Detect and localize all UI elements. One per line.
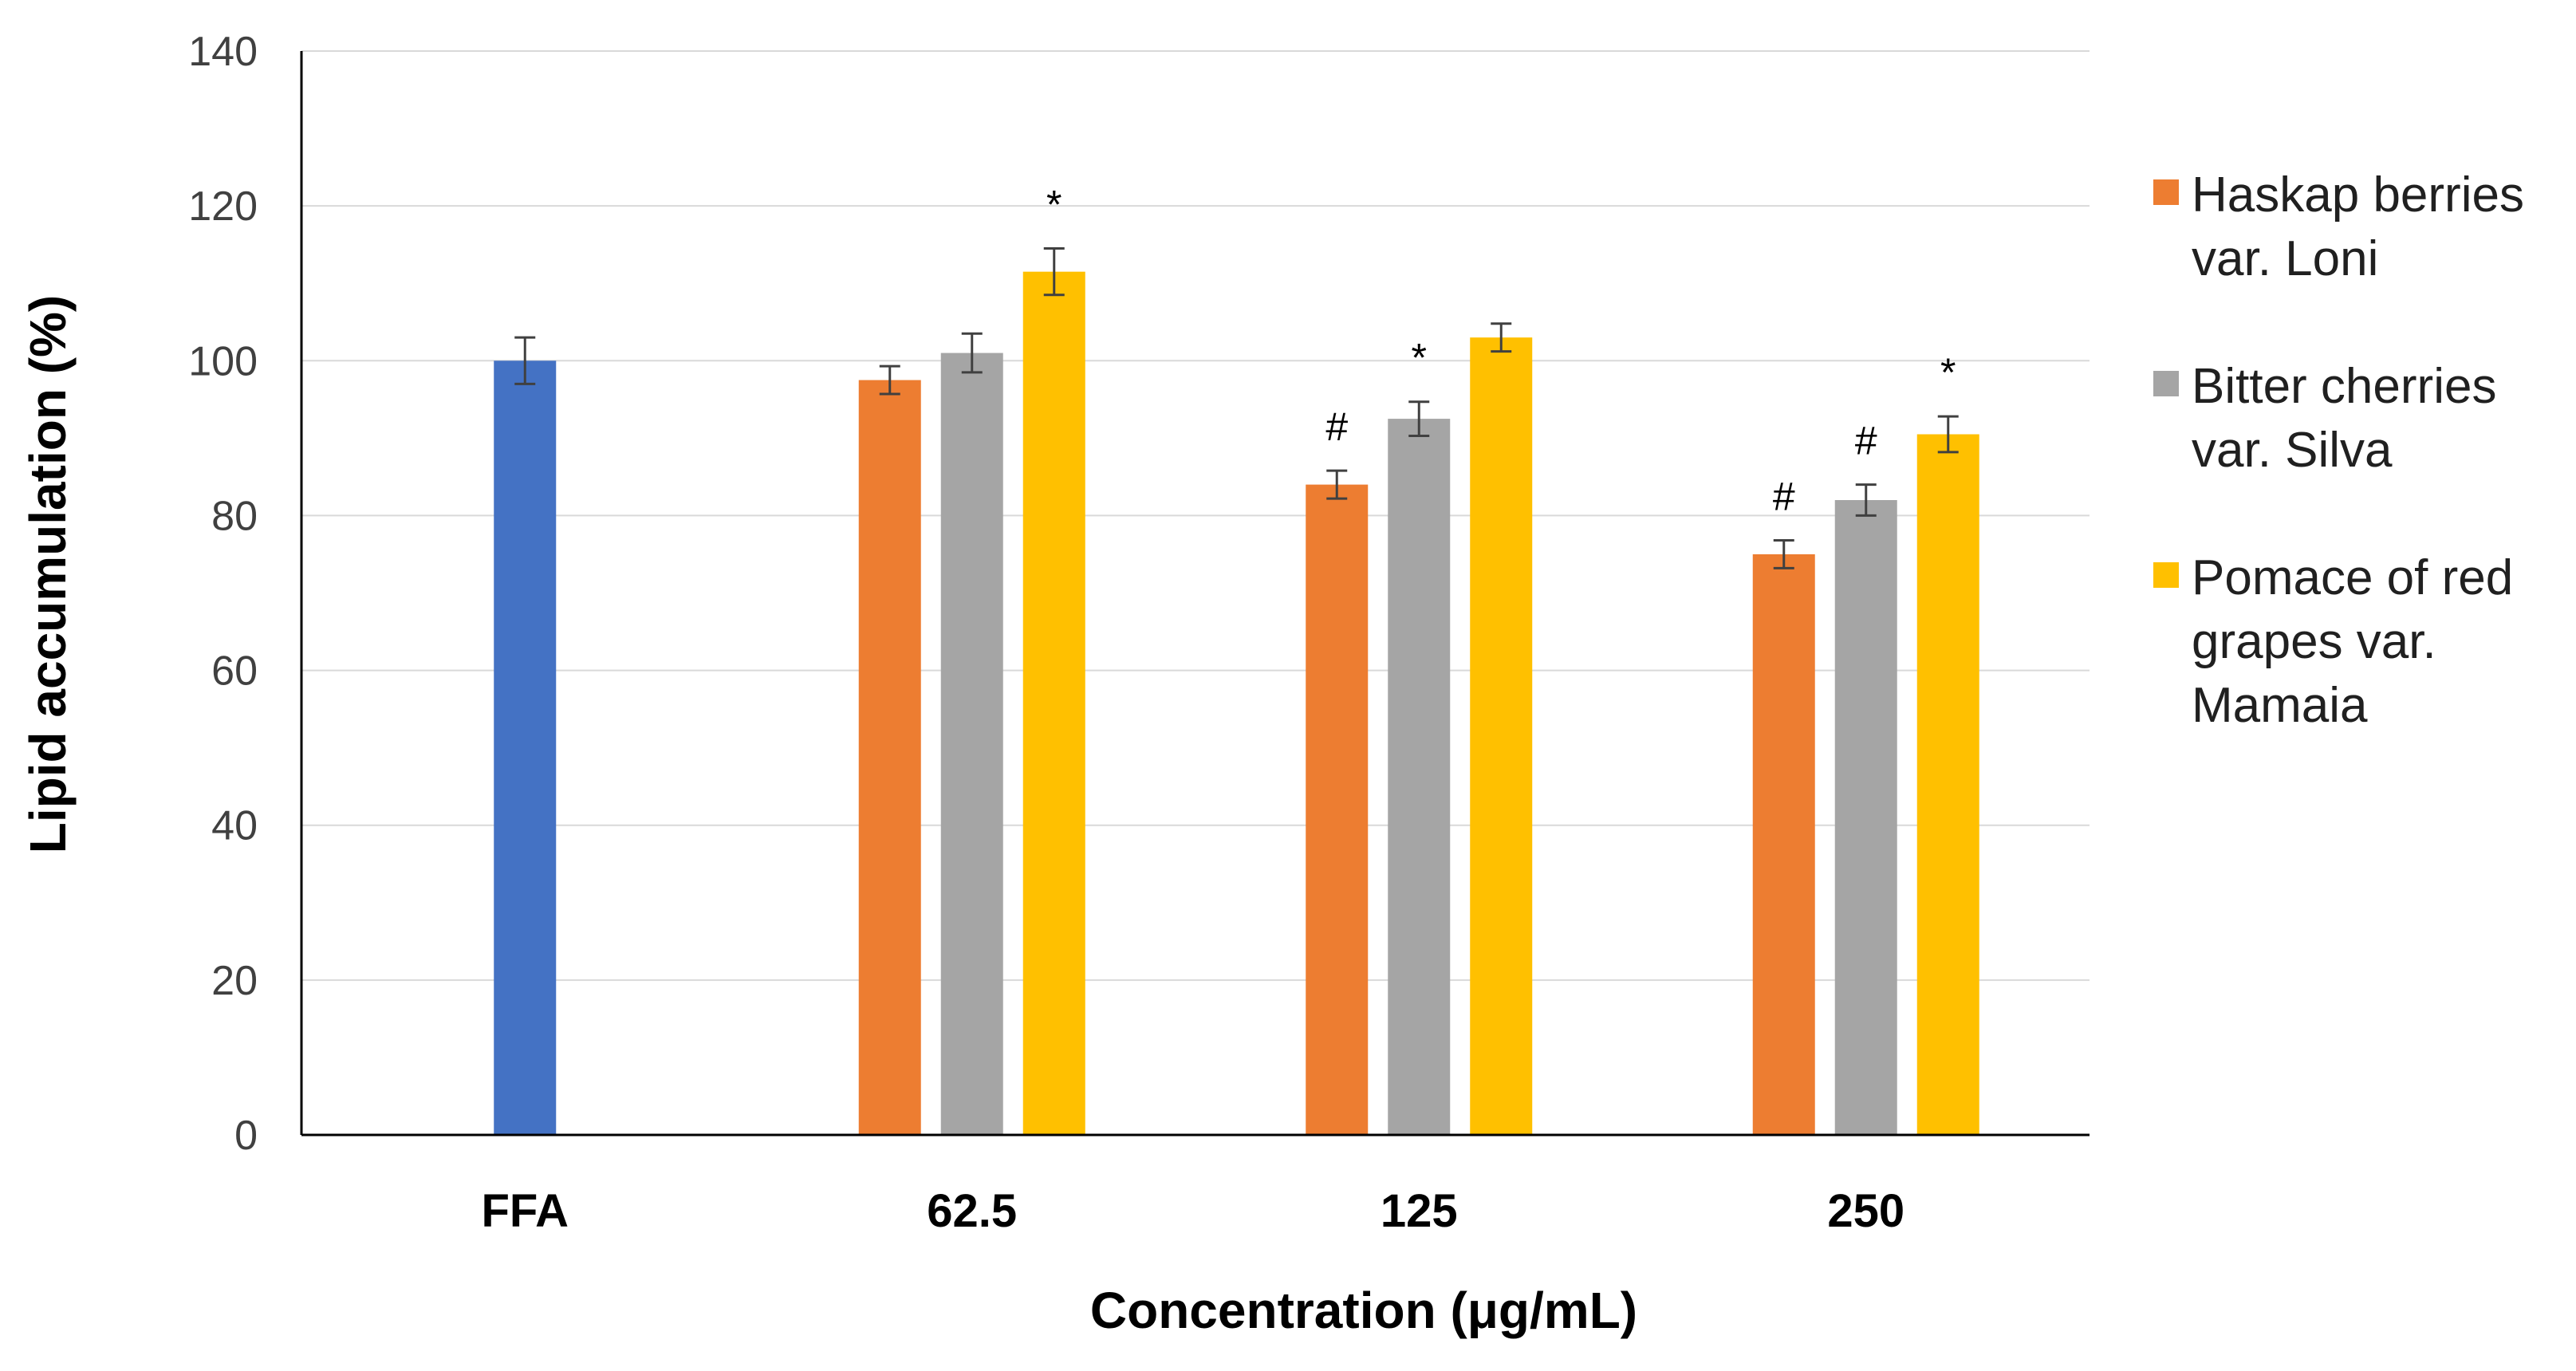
legend-label-series2: var. Silva: [2192, 423, 2393, 478]
bar-series2-62_5: [940, 353, 1003, 1135]
legend-label-series2: Bitter cherries: [2192, 359, 2496, 414]
axes: [300, 51, 2090, 1137]
y-tick-label: 60: [211, 648, 258, 695]
significance-marker: *: [1046, 183, 1062, 227]
y-tick-label: 120: [188, 183, 258, 230]
bar-series1-250: [1752, 554, 1815, 1135]
y-tick-label: 0: [234, 1113, 258, 1159]
legend-label-series3: Pomace of red: [2192, 550, 2513, 605]
legend-label-series3: Mamaia: [2192, 678, 2368, 733]
x-axis-categories: FFA 62.5 125 250: [481, 1185, 1904, 1237]
x-category-label: 62.5: [927, 1185, 1017, 1237]
bar-series3-250: [1916, 434, 1979, 1135]
legend-swatch-series1: [2153, 179, 2179, 205]
legend: Haskap berries var. Loni Bitter cherries va…: [2153, 167, 2524, 733]
x-axis-title: Concentration (μg/mL): [1090, 1282, 1637, 1339]
y-tick-label: 100: [188, 338, 258, 384]
bar-series1-62_5: [858, 380, 921, 1135]
x-category-label: 125: [1381, 1185, 1458, 1237]
significance-marker: *: [1412, 336, 1427, 380]
bar-ffa-control: [494, 360, 557, 1135]
gridlines: [301, 50, 2090, 981]
y-tick-label: 40: [211, 803, 258, 849]
x-category-label: FFA: [481, 1185, 569, 1237]
legend-label-series1: var. Loni: [2192, 231, 2378, 286]
y-axis-title: Lipid accumulation (%): [19, 295, 77, 853]
legend-swatch-series3: [2153, 562, 2179, 588]
significance-marker: #: [1855, 419, 1877, 463]
y-tick-label: 140: [188, 29, 258, 75]
y-axis-ticks: 0 20 40 60 80 100 120 140: [188, 29, 258, 1159]
bars: [494, 271, 1979, 1135]
legend-swatch-series2: [2153, 371, 2179, 396]
bar-series1-125: [1306, 484, 1369, 1135]
y-tick-label: 20: [211, 958, 258, 1004]
error-bars: [514, 247, 1959, 569]
significance-marker: #: [1325, 404, 1348, 449]
bar-series3-62_5: [1022, 271, 1085, 1135]
significance-marker: #: [1773, 474, 1795, 518]
significance-markers: # # * # * *: [1046, 183, 1956, 519]
bar-series2-250: [1834, 500, 1897, 1135]
significance-marker: *: [1940, 350, 1956, 395]
legend-label-series1: Haskap berries: [2192, 167, 2524, 223]
x-category-label: 250: [1827, 1185, 1904, 1237]
y-tick-label: 80: [211, 493, 258, 539]
legend-label-series3: grapes var.: [2192, 614, 2436, 669]
bar-series3-125: [1470, 337, 1533, 1135]
bar-series2-125: [1388, 419, 1451, 1135]
